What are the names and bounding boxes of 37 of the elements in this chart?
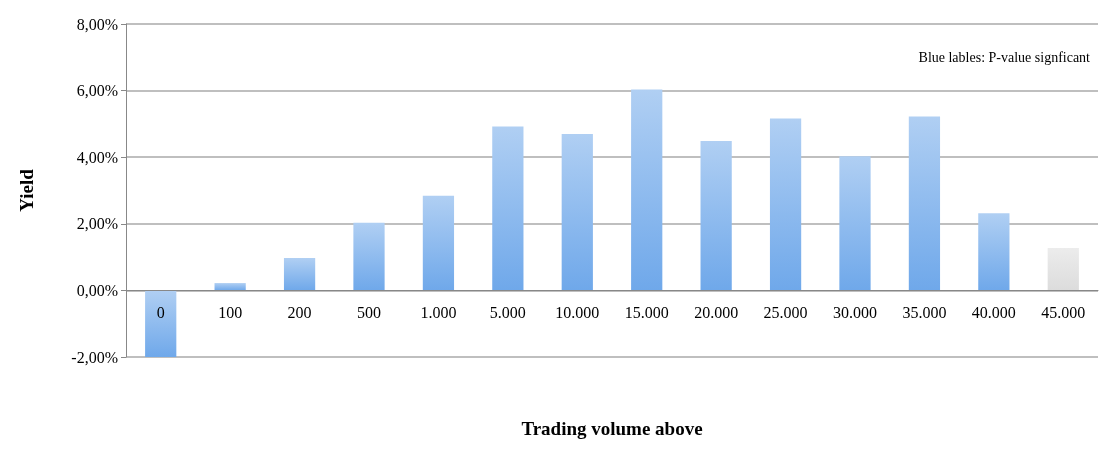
x-tick-label: 40.000 bbox=[971, 304, 1016, 322]
x-tick-label: 35.000 bbox=[902, 304, 947, 322]
bar bbox=[353, 222, 385, 291]
y-tick-label: 0,00% bbox=[76, 281, 118, 299]
y-tick-label: 2,00% bbox=[76, 215, 118, 233]
bar bbox=[631, 89, 663, 291]
bar bbox=[978, 213, 1010, 291]
x-axis-title: Trading volume above bbox=[521, 418, 703, 439]
y-tick-label: 4,00% bbox=[76, 148, 118, 166]
x-tick-label: 15.000 bbox=[624, 304, 669, 322]
annotation: Blue lables: P-value signficant bbox=[918, 49, 1091, 65]
x-tick-label: 200 bbox=[287, 304, 312, 322]
bar bbox=[283, 258, 316, 291]
bar bbox=[769, 118, 802, 291]
y-tick-label: -2,00% bbox=[71, 348, 118, 366]
x-tick-label: 1.000 bbox=[420, 304, 457, 322]
y-axis-title: Yield bbox=[16, 168, 37, 212]
bar bbox=[839, 156, 871, 291]
x-tick-label: 30.000 bbox=[833, 304, 877, 322]
bar bbox=[214, 283, 246, 291]
bar bbox=[561, 133, 593, 291]
x-tick-label: 500 bbox=[357, 304, 381, 322]
bar bbox=[492, 126, 524, 291]
x-tick-label: 10.000 bbox=[555, 304, 600, 322]
x-tick-label: 45.000 bbox=[1041, 304, 1086, 322]
x-tick-label: 100 bbox=[218, 304, 243, 322]
bar bbox=[908, 116, 941, 291]
bar bbox=[1047, 248, 1079, 291]
x-tick-label: 0 bbox=[156, 304, 165, 322]
y-tick-label: 8,00% bbox=[76, 15, 118, 33]
x-tick-label: 20.000 bbox=[694, 304, 739, 322]
y-tick-label: 6,00% bbox=[76, 82, 118, 100]
bar bbox=[422, 195, 455, 291]
x-tick-label: 5.000 bbox=[489, 304, 526, 322]
x-tick-label: 25.000 bbox=[763, 304, 808, 322]
bar bbox=[700, 140, 732, 291]
bar bbox=[145, 290, 177, 357]
